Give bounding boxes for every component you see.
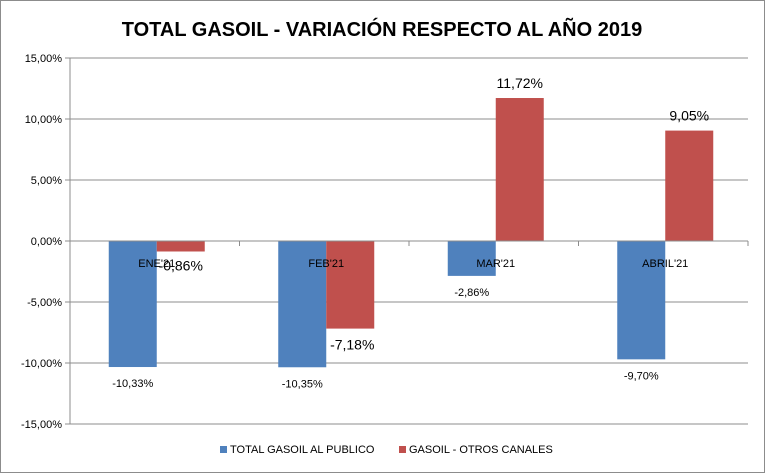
bar-total-gasoil-publico xyxy=(108,241,157,368)
chart-title: TOTAL GASOIL - VARIACIÓN RESPECTO AL AÑO… xyxy=(122,17,642,41)
bar-gasoil-otros-canales xyxy=(156,241,205,252)
data-label: -0,86% xyxy=(159,257,203,273)
y-tick-label: 0,00% xyxy=(31,236,62,248)
bar-gasoil-otros-canales xyxy=(495,98,544,242)
legend-label: GASOIL - OTROS CANALES xyxy=(409,444,553,456)
data-label: -2,86% xyxy=(454,287,489,299)
bar-gasoil-otros-canales xyxy=(665,130,714,241)
category-label: FEB'21 xyxy=(308,258,344,270)
legend: TOTAL GASOIL AL PUBLICO GASOIL - OTROS CA… xyxy=(220,444,553,456)
data-label: -10,33% xyxy=(112,378,153,390)
bars xyxy=(108,98,714,368)
y-tick-label: -10,00% xyxy=(21,358,62,370)
bar-total-gasoil-publico xyxy=(617,241,666,360)
legend-label: TOTAL GASOIL AL PUBLICO xyxy=(230,444,375,456)
y-tick-label: 15,00% xyxy=(25,53,63,65)
data-label: 9,05% xyxy=(669,108,709,124)
category-label: ABRIL'21 xyxy=(642,258,688,270)
data-label: -10,35% xyxy=(282,378,323,390)
bar-total-gasoil-publico xyxy=(278,241,327,368)
data-label: -7,18% xyxy=(330,337,374,353)
data-label: -9,70% xyxy=(624,370,659,382)
y-tick-label: -15,00% xyxy=(21,419,62,431)
legend-swatch xyxy=(399,446,406,453)
bar-gasoil-otros-canales xyxy=(326,241,375,329)
y-tick-label: 10,00% xyxy=(25,114,63,126)
y-tick-label: 5,00% xyxy=(31,175,62,187)
bar-total-gasoil-publico xyxy=(447,241,496,276)
y-axis-tick-labels: 15,00% 10,00% 5,00% 0,00% -5,00% -10,00% -15,0… xyxy=(21,53,62,431)
axes xyxy=(69,58,749,424)
category-labels: ENE'21 FEB'21 MAR'21 ABRIL'21 xyxy=(138,258,688,270)
data-labels: -10,33% -0,86% -10,35% -7,18% -2,86% 11,72% -9… xyxy=(112,75,709,390)
category-label: MAR'21 xyxy=(476,258,515,270)
y-tick-label: -5,00% xyxy=(27,297,62,309)
data-label: 11,72% xyxy=(497,75,543,91)
category-label: ENE'21 xyxy=(138,258,175,270)
legend-swatch xyxy=(220,446,227,453)
